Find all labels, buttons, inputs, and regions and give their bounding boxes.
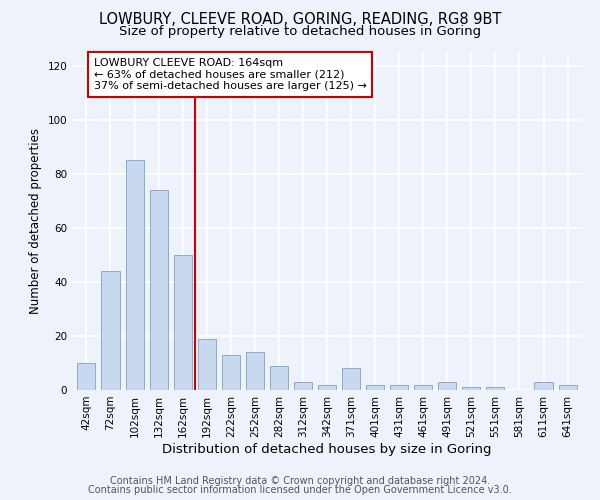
Bar — [318, 384, 336, 390]
Bar — [222, 355, 240, 390]
Bar — [246, 352, 264, 390]
Text: Size of property relative to detached houses in Goring: Size of property relative to detached ho… — [119, 25, 481, 38]
Bar — [173, 255, 191, 390]
Text: Contains HM Land Registry data © Crown copyright and database right 2024.: Contains HM Land Registry data © Crown c… — [110, 476, 490, 486]
Y-axis label: Number of detached properties: Number of detached properties — [29, 128, 42, 314]
Bar — [535, 382, 553, 390]
Bar — [487, 388, 505, 390]
Text: LOWBURY, CLEEVE ROAD, GORING, READING, RG8 9BT: LOWBURY, CLEEVE ROAD, GORING, READING, R… — [99, 12, 501, 28]
Text: Contains public sector information licensed under the Open Government Licence v3: Contains public sector information licen… — [88, 485, 512, 495]
Text: LOWBURY CLEEVE ROAD: 164sqm
← 63% of detached houses are smaller (212)
37% of se: LOWBURY CLEEVE ROAD: 164sqm ← 63% of det… — [94, 58, 367, 91]
Bar — [463, 388, 481, 390]
X-axis label: Distribution of detached houses by size in Goring: Distribution of detached houses by size … — [162, 442, 492, 456]
Bar — [559, 384, 577, 390]
Bar — [390, 384, 408, 390]
Bar — [438, 382, 457, 390]
Bar — [125, 160, 143, 390]
Bar — [149, 190, 167, 390]
Bar — [77, 363, 95, 390]
Bar — [197, 338, 216, 390]
Bar — [366, 384, 384, 390]
Bar — [342, 368, 360, 390]
Bar — [294, 382, 312, 390]
Bar — [414, 384, 432, 390]
Bar — [270, 366, 288, 390]
Bar — [101, 271, 119, 390]
